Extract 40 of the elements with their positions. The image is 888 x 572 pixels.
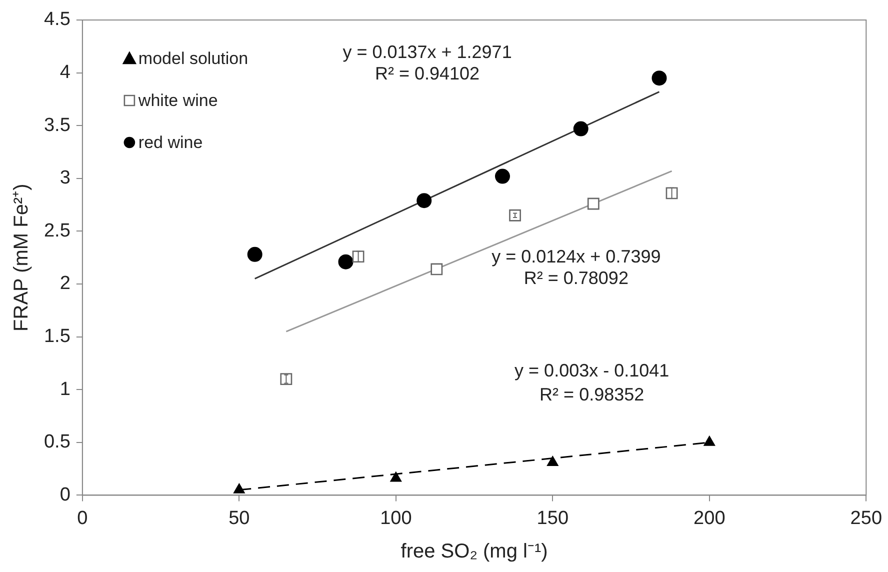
y-tick-label: 4.5 (44, 9, 70, 30)
y-tick-label: 0.5 (44, 432, 70, 453)
point (233, 483, 245, 494)
legend-label: red wine (138, 133, 203, 152)
legend-label: model solution (138, 49, 248, 68)
point (573, 121, 588, 136)
x-tick-label: 50 (228, 508, 250, 529)
x-tick-label: 100 (380, 508, 412, 529)
legend-label: white wine (137, 91, 218, 110)
x-tick-label: 200 (694, 508, 726, 529)
x-tick-label: 0 (77, 508, 88, 529)
point (430, 263, 443, 276)
point (416, 193, 432, 208)
point (509, 209, 521, 222)
x-tick-label: 150 (536, 508, 569, 529)
point (546, 456, 558, 466)
x-tick-label: 250 (850, 508, 882, 529)
point (652, 70, 667, 86)
point (494, 168, 510, 184)
point (338, 254, 354, 270)
point (390, 472, 402, 482)
y-tick-label: 3 (60, 168, 70, 189)
annotation: R² = 0.94102 (374, 64, 480, 84)
annotation: y = 0.0137x + 1.2971 (342, 42, 512, 62)
y-tick-label: 2.5 (44, 220, 70, 242)
y-tick-label: 1 (60, 378, 70, 400)
point (587, 198, 600, 210)
annotation: R² = 0.78092 (524, 268, 628, 288)
y-axis-title: FRAP (mM Fe²⁺) (10, 184, 33, 332)
annotation: y = 0.0124x + 0.7399 (492, 246, 661, 267)
y-tick-label: 4 (60, 62, 71, 84)
y-tick-label: 1.5 (44, 326, 70, 348)
annotation: y = 0.003x - 0.1041 (514, 360, 670, 381)
y-tick-label: 2 (60, 273, 70, 294)
point (704, 436, 716, 446)
annotation: R² = 0.98352 (540, 384, 644, 404)
y-tick-label: 3.5 (44, 114, 70, 136)
y-tick-label: 0 (60, 484, 70, 506)
x-axis-title: free SO₂ (mg l⁻¹) (400, 540, 548, 563)
point (247, 246, 262, 262)
